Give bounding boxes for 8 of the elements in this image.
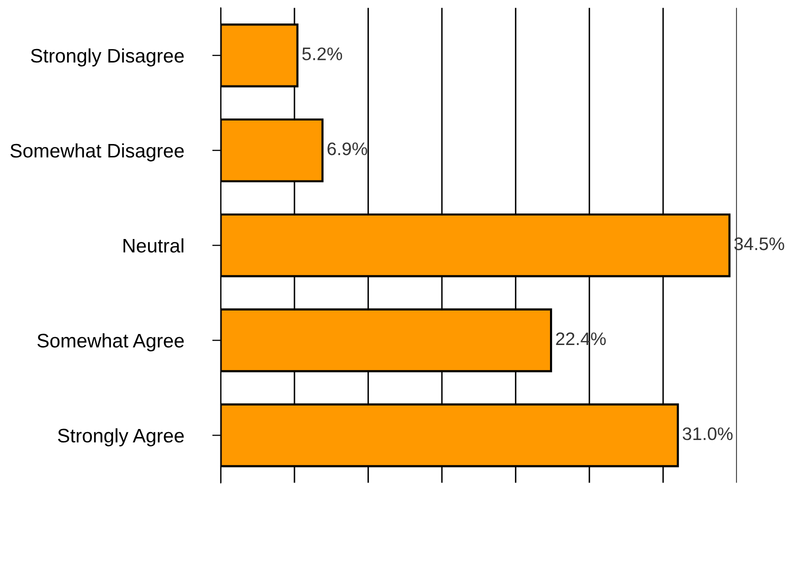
data-label: 31.0%: [682, 427, 733, 440]
y-tick-label: Neutral: [124, 238, 184, 253]
data-label: 5.2%: [302, 47, 342, 60]
y-tick-label: Strongly Agree: [58, 428, 184, 446]
y-tick-label: Somewhat Disagree: [10, 143, 184, 162]
y-tick-label: Strongly Disagree: [30, 48, 184, 66]
y-tick-label: Somewhat Agree: [37, 333, 184, 352]
data-label: 6.9%: [328, 142, 368, 156]
